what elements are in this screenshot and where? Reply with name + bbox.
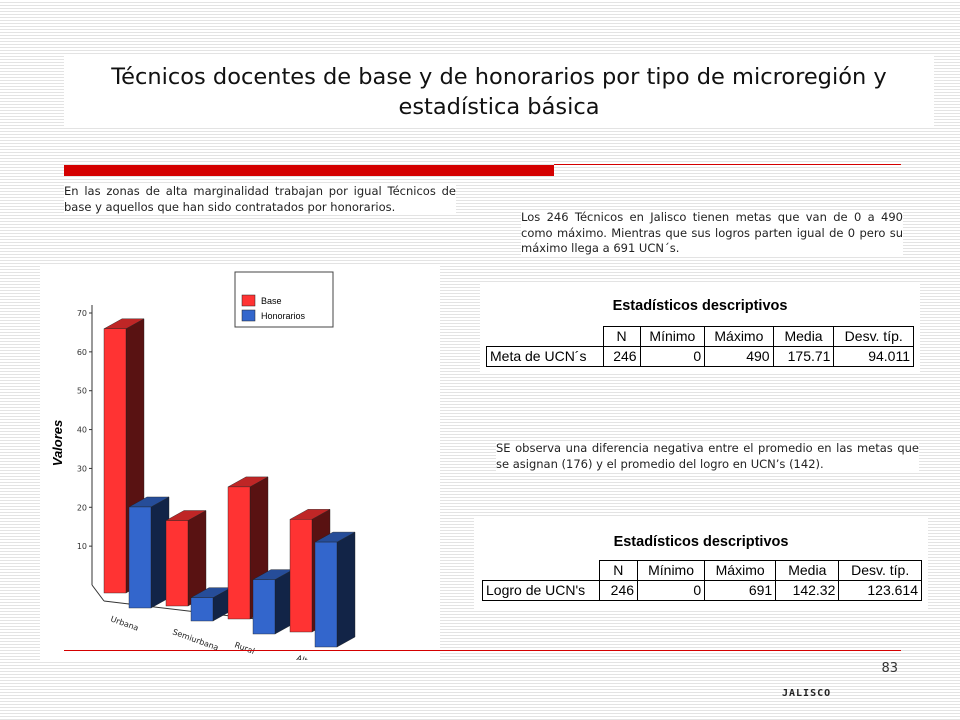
table-row-label: Meta de UCN´s (486, 346, 604, 367)
stats-table-logro: Estadísticos descriptivos N Mínimo Máxim… (474, 518, 928, 610)
table-header-cell: Media (772, 326, 835, 347)
table-row: Logro de UCN's 246 0 691 142.32 123.614 (482, 580, 922, 601)
paragraph-right-top: Los 246 Técnicos en Jalisco tienen metas… (521, 210, 903, 257)
bar-honorarios-1 (128, 496, 170, 609)
y-axis-title: Valores (50, 420, 65, 467)
table-header-cell: Mínimo (639, 326, 706, 347)
bottom-divider-line (64, 650, 901, 651)
legend-label: Base (261, 296, 282, 306)
y-tick-label: 40 (77, 426, 87, 435)
bar-base-2-front (165, 520, 189, 607)
title-panel (64, 56, 934, 126)
table-header-cell: Mínimo (637, 560, 706, 581)
table-row-label: Logro de UCN's (482, 580, 600, 601)
bar-honorarios-1-front (128, 506, 152, 609)
bar-base-2 (165, 510, 207, 607)
table-cell: 123.614 (838, 580, 922, 601)
table-header-cell: Media (775, 560, 840, 581)
stats-table: N Mínimo Máximo Media Desv. típ. Logro d… (482, 560, 922, 601)
table-cell: 490 (704, 346, 774, 367)
y-tick-label: 60 (77, 348, 87, 357)
table-header-cell: Desv. típ. (838, 560, 922, 581)
table-cell: 0 (639, 346, 706, 367)
bar-honorarios-4-side (336, 531, 356, 648)
table-cell: 142.32 (775, 580, 840, 601)
table-cell: 246 (598, 580, 639, 601)
red-divider-line (554, 164, 901, 165)
table-corner (482, 560, 600, 581)
table-cell: 175.71 (772, 346, 835, 367)
table-header-row: N Mínimo Máximo Media Desv. típ. (486, 326, 914, 347)
bar-honorarios-3-front (252, 579, 276, 635)
table-row: Meta de UCN´s 246 0 490 175.71 94.011 (486, 346, 914, 367)
bar-honorarios-2-front (190, 597, 214, 622)
y-tick-label: 70 (77, 309, 87, 318)
stats-table: N Mínimo Máximo Media Desv. típ. Meta de… (486, 326, 914, 367)
legend-swatch (241, 309, 256, 322)
stats-table-title: Estadísticos descriptivos (613, 534, 789, 550)
table-header-cell: Desv. típ. (833, 326, 914, 347)
bar-honorarios-4 (314, 531, 356, 648)
paragraph-left: En las zonas de alta marginalidad trabaj… (64, 184, 456, 215)
y-tick-label: 50 (77, 387, 87, 396)
bar-honorarios-3 (252, 569, 294, 635)
page-number: 83 (881, 661, 898, 676)
x-axis-depth-line (91, 584, 105, 602)
paragraph-right-middle: SE observa una diferencia negativa entre… (496, 441, 919, 472)
y-tick-label: 10 (77, 542, 87, 551)
table-cell: 246 (602, 346, 641, 367)
table-corner (486, 326, 604, 347)
table-cell: 0 (637, 580, 706, 601)
table-header-cell: N (602, 326, 641, 347)
table-cell: 94.011 (833, 346, 914, 367)
table-header-cell: Máximo (704, 326, 774, 347)
stats-table-meta: Estadísticos descriptivos N Mínimo Máxim… (480, 282, 920, 374)
legend-swatch (241, 294, 256, 307)
legend-label: Honorarios (261, 311, 306, 321)
red-accent-bar (64, 165, 554, 176)
footer-label: JALISCO (782, 688, 832, 699)
bar-base-3-front (227, 486, 251, 620)
y-tick-label: 20 (77, 503, 87, 512)
bar-base-1-front (103, 328, 127, 594)
bar-honorarios-2 (190, 587, 232, 622)
table-header-cell: Máximo (704, 560, 777, 581)
y-tick-label: 30 (77, 464, 87, 473)
table-header-cell: N (598, 560, 639, 581)
table-cell: 691 (704, 580, 777, 601)
bar-honorarios-4-front (314, 541, 338, 648)
stats-table-title: Estadísticos descriptivos (612, 298, 788, 314)
bar-base-4-front (289, 519, 313, 633)
table-header-row: N Mínimo Máximo Media Desv. típ. (482, 560, 922, 581)
slide-title: Técnicos docentes de base y de honorario… (111, 64, 887, 120)
